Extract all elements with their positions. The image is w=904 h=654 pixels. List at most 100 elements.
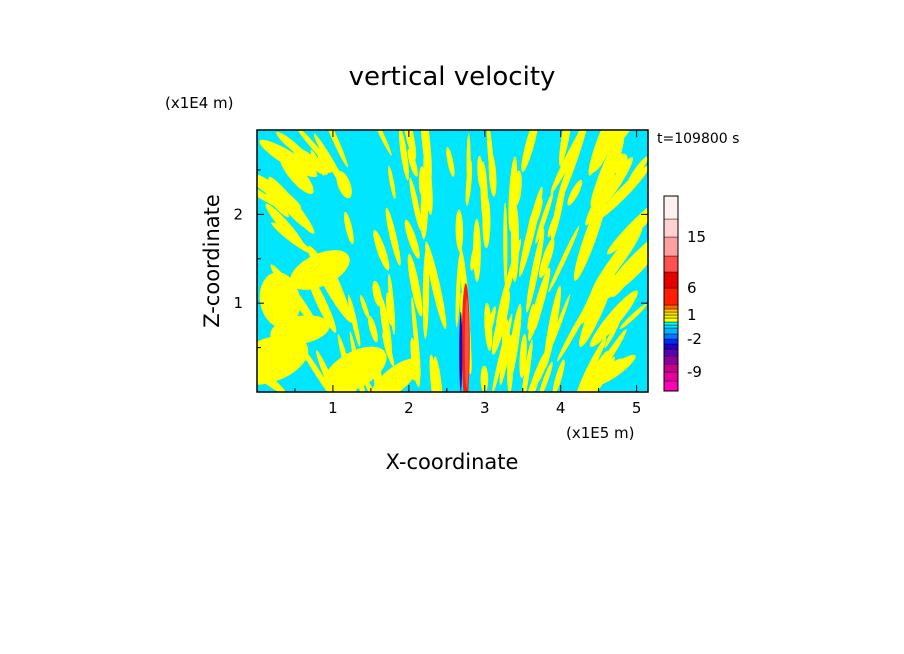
colorbar-tick-label: 15 xyxy=(687,228,706,246)
colorbar-swatch xyxy=(663,308,679,313)
chart-title: vertical velocity xyxy=(349,62,556,92)
y-axis-label: Z-coordinate xyxy=(200,194,224,328)
positive-band xyxy=(271,222,312,254)
positive-band xyxy=(379,295,393,359)
plot-area: 1 2 3 4 5 1 2 xyxy=(233,129,649,417)
positive-band xyxy=(552,359,565,392)
positive-band xyxy=(307,274,337,333)
positive-band xyxy=(455,254,461,328)
positive-band xyxy=(290,250,350,290)
colorbar-tick-label: 1 xyxy=(687,306,697,324)
positive-band xyxy=(528,197,543,233)
x-tick-label: 2 xyxy=(404,399,414,417)
updraft-core-inner xyxy=(464,298,469,389)
positive-band xyxy=(323,346,387,392)
positive-band xyxy=(543,285,562,370)
positive-band xyxy=(388,165,396,200)
colorbar-tick-label: 6 xyxy=(687,279,697,297)
positive-band xyxy=(466,133,471,194)
x-tick-label: 3 xyxy=(480,399,490,417)
time-label: t=109800 s xyxy=(657,131,739,147)
positive-band xyxy=(539,238,555,279)
x-axis-label: X-coordinate xyxy=(386,450,519,474)
positive-band xyxy=(491,291,511,355)
positive-band xyxy=(477,155,484,189)
positive-band xyxy=(473,219,481,282)
y-tick-label: 2 xyxy=(233,205,243,223)
colorbar-swatch xyxy=(663,317,679,323)
positive-band xyxy=(492,313,513,392)
positive-band xyxy=(571,362,594,392)
positive-band xyxy=(382,332,395,367)
positive-band xyxy=(590,226,643,296)
colorbar-swatch xyxy=(663,287,679,306)
positive-band xyxy=(370,358,420,392)
colorbar-swatch xyxy=(663,271,679,289)
x-tick-label: 4 xyxy=(556,399,566,417)
positive-band xyxy=(589,290,638,347)
positive-band xyxy=(551,174,567,242)
positive-band xyxy=(508,156,518,232)
positive-band xyxy=(332,269,353,322)
positive-band xyxy=(533,268,549,331)
plot-frame xyxy=(256,129,649,393)
positive-band xyxy=(385,207,401,266)
positive-band xyxy=(259,272,301,328)
positive-band xyxy=(619,303,647,330)
positive-band xyxy=(347,294,361,347)
positive-band xyxy=(559,130,574,167)
colorbar-swatch xyxy=(663,355,679,365)
x-tick-label: 5 xyxy=(632,399,642,417)
positive-band xyxy=(321,130,348,168)
colorbar-swatch xyxy=(663,304,679,310)
positive-band xyxy=(499,333,511,385)
positive-band xyxy=(266,192,289,218)
positive-band xyxy=(446,146,455,177)
colorbar-swatch xyxy=(663,236,679,257)
positive-band xyxy=(398,130,409,181)
positive-band xyxy=(599,157,633,208)
positive-band xyxy=(343,211,354,245)
positive-band xyxy=(455,209,464,252)
colorbar-swatch xyxy=(663,321,679,326)
positive-band xyxy=(404,219,420,259)
positive-band xyxy=(566,130,589,175)
positive-band xyxy=(519,333,527,379)
colorbar-swatch xyxy=(663,348,679,357)
colorbar-swatch xyxy=(663,363,679,373)
positive-band xyxy=(257,335,309,385)
colorbar-swatch xyxy=(663,314,679,319)
y-tick-label: 1 xyxy=(233,294,243,312)
colorbar-swatch xyxy=(663,380,679,392)
positive-band xyxy=(418,166,425,196)
colorbar-swatch xyxy=(663,311,679,316)
positive-band xyxy=(520,352,546,392)
positive-band xyxy=(407,253,423,317)
positive-band xyxy=(527,303,535,331)
colorbar-tick-label: -9 xyxy=(687,363,702,381)
positive-band xyxy=(368,130,392,156)
positive-band xyxy=(507,334,514,392)
positive-band xyxy=(291,146,329,175)
colorbar-swatch xyxy=(663,327,679,335)
colorbar-swatch xyxy=(663,218,679,238)
positive-band xyxy=(596,165,648,220)
positive-band xyxy=(598,130,641,158)
positive-band xyxy=(368,315,378,343)
positive-band xyxy=(610,225,648,285)
colorbar-swatch xyxy=(663,255,679,273)
positive-band xyxy=(503,202,508,286)
positive-band xyxy=(385,292,393,326)
positive-band xyxy=(420,130,432,183)
positive-band xyxy=(535,191,554,244)
positive-band xyxy=(486,130,495,191)
positive-band xyxy=(484,302,493,351)
positive-band xyxy=(411,297,421,378)
downdraft-core xyxy=(459,312,463,392)
positive-band xyxy=(425,241,447,329)
positive-band xyxy=(538,361,553,392)
positive-band xyxy=(526,228,545,313)
positive-band xyxy=(280,155,314,194)
colorbar-swatch xyxy=(663,371,679,382)
